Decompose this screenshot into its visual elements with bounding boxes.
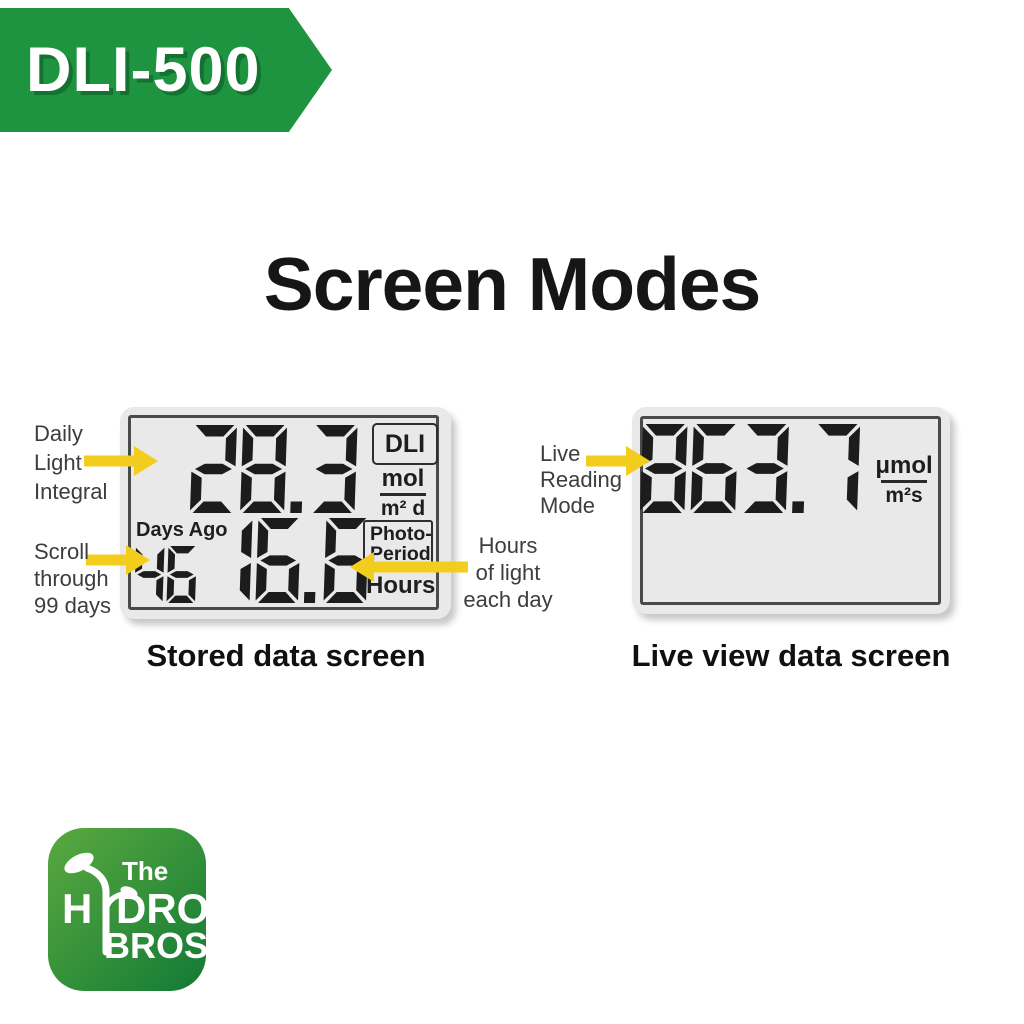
live-data-screen: μmol m²s	[632, 407, 950, 614]
model-badge-label: DLI-500	[26, 35, 261, 105]
stored-screen-caption: Stored data screen	[146, 638, 426, 673]
annotation-daily-light-integral: Daily Light Integral	[34, 419, 107, 506]
dli-unit-fraction-bar	[380, 493, 426, 496]
dli-value-digits	[190, 425, 358, 513]
days-ago-label: Days Ago	[136, 519, 228, 541]
live-unit: μmol m²s	[872, 454, 936, 507]
dli-unit-numerator: mol	[381, 465, 425, 492]
sprout-icon	[64, 852, 138, 956]
photoperiod-tag-line1: Photo-	[370, 523, 432, 545]
annotation-line: Live	[540, 441, 581, 466]
logo-line-the: The	[122, 856, 168, 886]
days-ago-value-digits	[135, 546, 197, 603]
annotation-line: through	[34, 566, 109, 591]
arrow-right-scroll-days	[86, 545, 150, 575]
photoperiod-unit-label: Hours	[366, 572, 436, 599]
hydro-bros-logo: The H DRO BROS	[48, 828, 206, 991]
live-unit-numerator: μmol	[875, 452, 933, 479]
logo-line-bros: BROS	[104, 925, 206, 966]
annotation-line: Hours	[478, 533, 538, 558]
annotation-line: Light	[34, 450, 82, 475]
annotation-scroll-99-days: Scroll through 99 days	[34, 538, 111, 619]
annotation-hours-of-light: Hours of light each day	[452, 532, 564, 613]
annotation-line: Reading	[540, 467, 622, 492]
live-unit-denominator: m²s	[885, 483, 923, 507]
annotation-line: Daily	[34, 421, 83, 446]
dli-tag-box: DLI	[372, 423, 438, 465]
photoperiod-tag-box: Photo- Period	[363, 520, 433, 568]
arrow-right-daily-light-integral	[84, 446, 158, 476]
annotation-live-reading-mode: Live Reading Mode	[540, 441, 622, 519]
photoperiod-value-digits	[210, 518, 369, 603]
page-title: Screen Modes	[263, 242, 762, 326]
annotation-line: 99 days	[34, 593, 112, 618]
annotation-line: Mode	[540, 493, 596, 518]
live-screen-display-frame	[640, 416, 941, 605]
logo-word-h: H	[62, 885, 92, 932]
stored-data-screen: DLI mol m² d Days Ago Photo- Period Hour…	[120, 407, 451, 619]
arrow-left-hours-of-light	[350, 552, 468, 582]
dli-unit: mol m² d	[373, 467, 433, 520]
arrow-right-live-reading	[586, 446, 650, 476]
annotation-line: Integral	[34, 479, 108, 504]
stored-screen-display-frame	[128, 415, 439, 610]
photoperiod-tag-line2: Period	[370, 543, 431, 565]
live-unit-fraction-bar	[881, 480, 927, 483]
live-value-digits	[639, 424, 861, 513]
live-screen-caption: Live view data screen	[631, 638, 951, 673]
logo-word-dro: DRO	[116, 885, 206, 932]
dli-unit-denominator: m² d	[380, 496, 426, 520]
model-badge-ribbon: DLI-500	[0, 8, 332, 132]
annotation-line: Scroll	[34, 539, 90, 564]
annotation-line: each day	[463, 587, 553, 612]
annotation-line: of light	[475, 560, 541, 585]
